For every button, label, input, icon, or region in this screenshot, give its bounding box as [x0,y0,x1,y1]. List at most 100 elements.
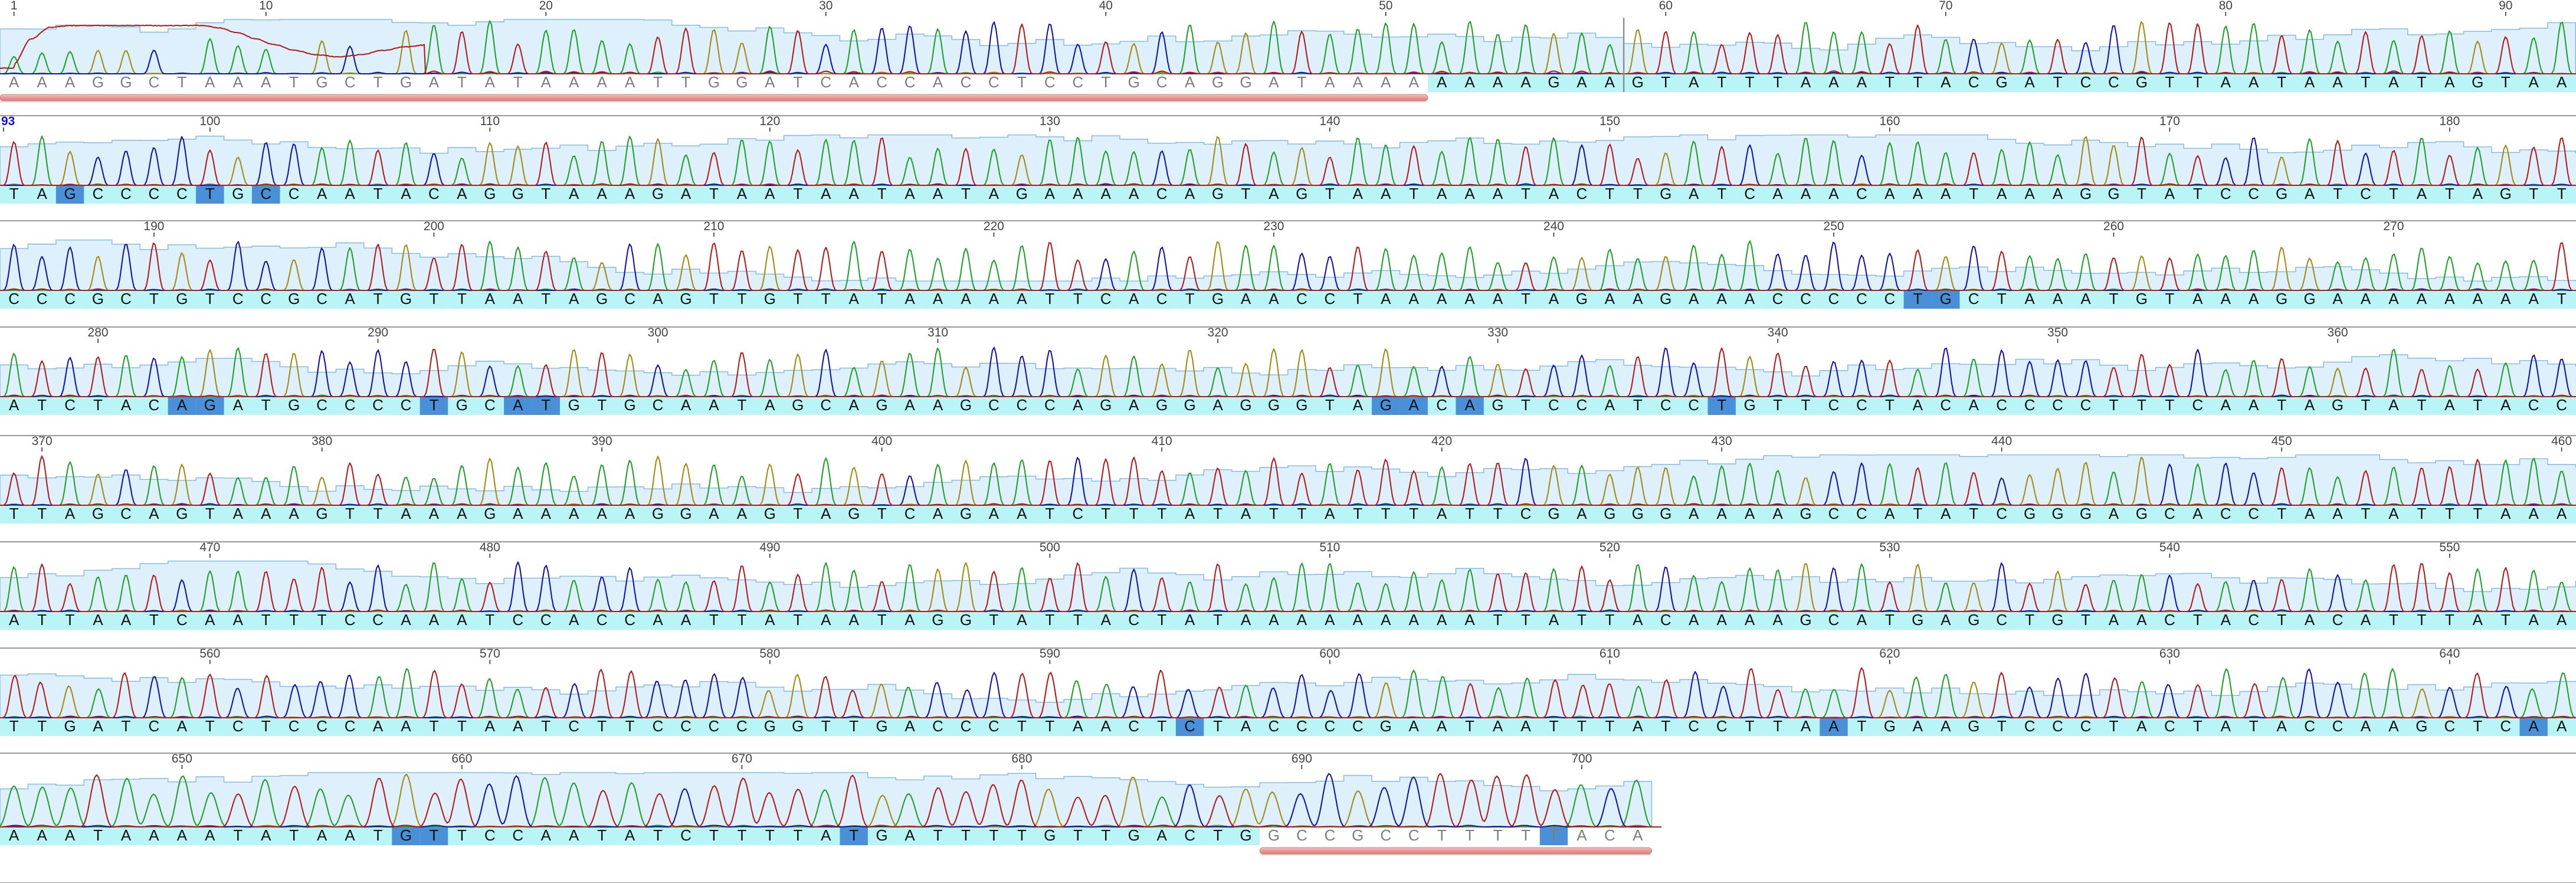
svg-text:G: G [1268,396,1280,414]
svg-text:T: T [1213,505,1223,522]
svg-text:C: C [2052,396,2063,414]
svg-text:G: G [764,505,776,522]
svg-text:A: A [2221,290,2231,308]
svg-text:670: 670 [732,752,752,766]
svg-text:560: 560 [199,647,220,660]
svg-text:A: A [989,290,999,308]
svg-text:A: A [1941,717,1951,735]
svg-text:250: 250 [1823,220,1844,233]
svg-text:C: C [1884,290,1895,308]
svg-text:470: 470 [199,541,220,554]
svg-text:C: C [345,73,356,91]
svg-text:G: G [1016,185,1028,202]
svg-text:C: C [1856,396,1867,414]
svg-text:A: A [904,396,915,414]
svg-text:A: A [1269,185,1279,202]
svg-text:410: 410 [1152,434,1172,448]
svg-text:G: G [1296,185,1307,202]
svg-text:A: A [933,290,943,308]
svg-text:C: C [988,73,999,91]
svg-text:A: A [1745,505,1755,522]
svg-text:T: T [205,717,215,735]
svg-text:T: T [9,717,19,735]
svg-text:A: A [2136,611,2147,629]
svg-text:A: A [37,73,47,91]
svg-text:C: C [2052,717,2063,735]
svg-text:A: A [261,826,271,844]
svg-text:390: 390 [592,434,612,448]
svg-text:A: A [1437,73,1447,91]
svg-text:A: A [653,611,663,629]
svg-text:A: A [9,826,19,844]
svg-text:460: 460 [2551,434,2572,448]
svg-text:C: C [736,717,748,735]
svg-text:T: T [989,826,999,844]
svg-text:T: T [430,826,439,844]
svg-text:A: A [317,826,327,844]
svg-text:T: T [1297,73,1306,91]
svg-text:T: T [2417,73,2426,91]
svg-text:30: 30 [819,0,833,12]
svg-text:G: G [1492,396,1503,414]
svg-text:300: 300 [648,326,668,339]
svg-text:T: T [2501,73,2511,91]
svg-text:G: G [1660,290,1672,308]
svg-text:A: A [1017,611,1027,629]
svg-text:A: A [1464,396,1475,414]
svg-text:A: A [9,396,19,414]
svg-text:A: A [121,396,132,414]
svg-text:C: C [260,290,271,308]
svg-text:A: A [709,505,719,522]
svg-text:C: C [1548,396,1559,414]
svg-text:C: C [1072,73,1083,91]
svg-text:T: T [205,505,215,522]
svg-text:A: A [2053,290,2063,308]
svg-text:G: G [2472,73,2483,91]
svg-text:A: A [289,505,300,522]
svg-text:660: 660 [451,752,472,766]
svg-text:A: A [401,611,411,629]
svg-text:A: A [261,73,271,91]
svg-text:G: G [1743,396,1755,414]
svg-text:A: A [1241,505,1251,522]
svg-text:A: A [1185,611,1195,629]
svg-text:C: C [2332,611,2344,629]
svg-text:T: T [2389,185,2398,202]
svg-text:T: T [877,185,887,202]
svg-text:G: G [1352,826,1364,844]
svg-text:A: A [2473,185,2483,202]
svg-text:A: A [93,717,103,735]
svg-text:A: A [849,290,860,308]
svg-text:T: T [1549,826,1559,844]
svg-text:A: A [1297,611,1307,629]
svg-text:G: G [652,505,664,522]
svg-text:A: A [401,185,411,202]
svg-text:T: T [1521,185,1530,202]
svg-text:C: C [2444,717,2455,735]
svg-text:A: A [1772,611,1783,629]
svg-text:C: C [1577,185,1588,202]
svg-text:A: A [1409,611,1420,629]
svg-text:A: A [2332,505,2343,522]
svg-text:G: G [1576,290,1588,308]
svg-text:C: C [2556,396,2567,414]
svg-text:C: C [961,73,972,91]
svg-text:350: 350 [2047,326,2068,339]
svg-text:A: A [2080,290,2091,308]
svg-text:G: G [1128,73,1140,91]
svg-text:A: A [177,717,188,735]
svg-text:C: C [176,185,188,202]
svg-text:T: T [597,826,607,844]
svg-text:T: T [793,826,802,844]
svg-text:C: C [372,611,384,629]
svg-text:280: 280 [88,326,109,339]
svg-text:A: A [2305,505,2315,522]
svg-text:G: G [2136,290,2148,308]
svg-text:220: 220 [984,220,1004,233]
svg-text:A: A [1577,505,1587,522]
svg-text:T: T [9,505,19,522]
svg-text:A: A [681,185,691,202]
svg-text:T: T [430,290,439,308]
svg-text:T: T [1493,505,1503,522]
svg-text:A: A [1185,185,1195,202]
